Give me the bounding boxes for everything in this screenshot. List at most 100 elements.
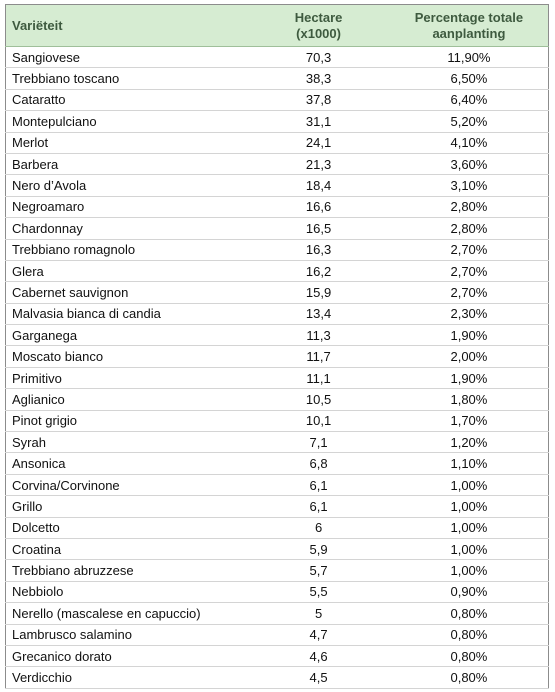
- table-cell: 1,00%: [389, 517, 549, 539]
- table-cell: Syrah: [5, 431, 248, 454]
- table-cell: 16,3: [247, 239, 390, 261]
- header-text: Variëteit: [12, 17, 63, 33]
- table-row: Primitivo 11,1 1,90%: [5, 367, 549, 390]
- table-cell: 16,2: [247, 260, 390, 283]
- table-body: Sangiovese 70,3 11,90% Trebbiano toscano 38,…: [5, 46, 549, 689]
- table-cell: 70,3: [247, 46, 390, 69]
- table-cell: Ansonica: [5, 452, 248, 475]
- table-row: Negroamaro 16,6 2,80%: [5, 196, 549, 219]
- table-row: Chardonnay 16,5 2,80%: [5, 217, 549, 240]
- table-cell: 4,10%: [389, 132, 549, 154]
- table-row: Corvina/Corvinone 6,1 1,00%: [5, 474, 549, 497]
- table-row: Ansonica 6,8 1,10%: [5, 452, 549, 475]
- header-cell: Variëteit: [5, 4, 248, 47]
- table-cell: Negroamaro: [5, 196, 248, 219]
- table-cell: 6,8: [247, 452, 390, 475]
- table-row: Sangiovese 70,3 11,90%: [5, 46, 549, 69]
- table-cell: 1,80%: [389, 388, 549, 411]
- table-cell: 1,00%: [389, 559, 549, 582]
- table-cell: Trebbiano romagnolo: [5, 239, 248, 261]
- table-cell: Corvina/Corvinone: [5, 474, 248, 497]
- table-cell: 1,90%: [389, 367, 549, 390]
- table-cell: 18,4: [247, 174, 390, 197]
- table-cell: 4,6: [247, 645, 390, 668]
- table-cell: 11,7: [247, 345, 390, 368]
- table-row: Aglianico 10,5 1,80%: [5, 388, 549, 411]
- header-row: Variëteit Hectare (x1000) Percentage total…: [5, 4, 549, 47]
- table-cell: 1,00%: [389, 495, 549, 518]
- table-cell: Trebbiano toscano: [5, 67, 248, 90]
- table-row: Cabernet sauvignon 15,9 2,70%: [5, 281, 549, 304]
- table-row: Trebbiano toscano 38,3 6,50%: [5, 67, 549, 90]
- table-row: Garganega 11,3 1,90%: [5, 324, 549, 347]
- table-cell: Nebbiolo: [5, 581, 248, 604]
- header-text: Percentage totale aanplanting: [414, 9, 524, 41]
- table-header: Variëteit Hectare (x1000) Percentage total…: [5, 4, 549, 47]
- table-cell: 16,6: [247, 196, 390, 219]
- table-cell: Pinot grigio: [5, 410, 248, 433]
- header-cell: Hectare (x1000): [247, 4, 390, 47]
- table-row: Malvasia bianca di candia 13,4 2,30%: [5, 303, 549, 326]
- table-cell: 31,1: [247, 110, 390, 133]
- table-row: Trebbiano romagnolo 16,3 2,70%: [5, 239, 549, 261]
- table-cell: Nero d’Avola: [5, 174, 248, 197]
- table-cell: 5,9: [247, 538, 390, 561]
- table-cell: 37,8: [247, 89, 390, 112]
- table-cell: 1,10%: [389, 452, 549, 475]
- table-cell: 6,40%: [389, 89, 549, 112]
- table-row: Dolcetto 6 1,00%: [5, 517, 549, 539]
- table-row: Nero d’Avola 18,4 3,10%: [5, 174, 549, 197]
- table-cell: 2,70%: [389, 260, 549, 283]
- table-cell: 2,80%: [389, 196, 549, 219]
- table-cell: 11,1: [247, 367, 390, 390]
- table-cell: Grillo: [5, 495, 248, 518]
- table-cell: 0,80%: [389, 666, 549, 689]
- table-cell: Aglianico: [5, 388, 248, 411]
- table-cell: 1,00%: [389, 538, 549, 561]
- table-cell: 11,90%: [389, 46, 549, 69]
- table-row: Montepulciano 31,1 5,20%: [5, 110, 549, 133]
- table-row: Pinot grigio 10,1 1,70%: [5, 410, 549, 433]
- table-cell: 0,90%: [389, 581, 549, 604]
- table-row: Syrah 7,1 1,20%: [5, 431, 549, 454]
- table-cell: 1,70%: [389, 410, 549, 433]
- table-cell: 15,9: [247, 281, 390, 304]
- table-cell: 3,60%: [389, 153, 549, 176]
- table-cell: 24,1: [247, 132, 390, 154]
- table-row: Glera 16,2 2,70%: [5, 260, 549, 283]
- table-cell: 1,00%: [389, 474, 549, 497]
- table-row: Croatina 5,9 1,00%: [5, 538, 549, 561]
- table-cell: 10,5: [247, 388, 390, 411]
- header-text: Hectare (x1000): [294, 9, 343, 41]
- table-cell: Nerello (mascalese en capuccio): [5, 602, 248, 625]
- table-row: Verdicchio 4,5 0,80%: [5, 666, 549, 689]
- table-cell: Chardonnay: [5, 217, 248, 240]
- wine-table: Variëteit Hectare (x1000) Percentage total…: [5, 4, 549, 689]
- header-cell: Percentage totale aanplanting: [389, 4, 549, 47]
- table-cell: 2,70%: [389, 281, 549, 304]
- table-cell: 11,3: [247, 324, 390, 347]
- table-cell: Moscato bianco: [5, 345, 248, 368]
- table-cell: Malvasia bianca di candia: [5, 303, 248, 326]
- table-row: Lambrusco salamino 4,7 0,80%: [5, 624, 549, 646]
- table-cell: 0,80%: [389, 624, 549, 646]
- table-row: Cataratto 37,8 6,40%: [5, 89, 549, 112]
- table-cell: Montepulciano: [5, 110, 248, 133]
- table-cell: Lambrusco salamino: [5, 624, 248, 646]
- table-cell: Sangiovese: [5, 46, 248, 69]
- table-cell: 38,3: [247, 67, 390, 90]
- table-cell: 5,5: [247, 581, 390, 604]
- table-cell: 6,50%: [389, 67, 549, 90]
- table-row: Nerello (mascalese en capuccio) 5 0,80%: [5, 602, 549, 625]
- table-cell: 7,1: [247, 431, 390, 454]
- table-cell: 2,80%: [389, 217, 549, 240]
- table-cell: 5,20%: [389, 110, 549, 133]
- table-cell: 2,30%: [389, 303, 549, 326]
- table-row: Merlot 24,1 4,10%: [5, 132, 549, 154]
- table-row: Trebbiano abruzzese 5,7 1,00%: [5, 559, 549, 582]
- table-cell: 16,5: [247, 217, 390, 240]
- table-row: Grecanico dorato 4,6 0,80%: [5, 645, 549, 668]
- table-cell: Dolcetto: [5, 517, 248, 539]
- table-row: Barbera 21,3 3,60%: [5, 153, 549, 176]
